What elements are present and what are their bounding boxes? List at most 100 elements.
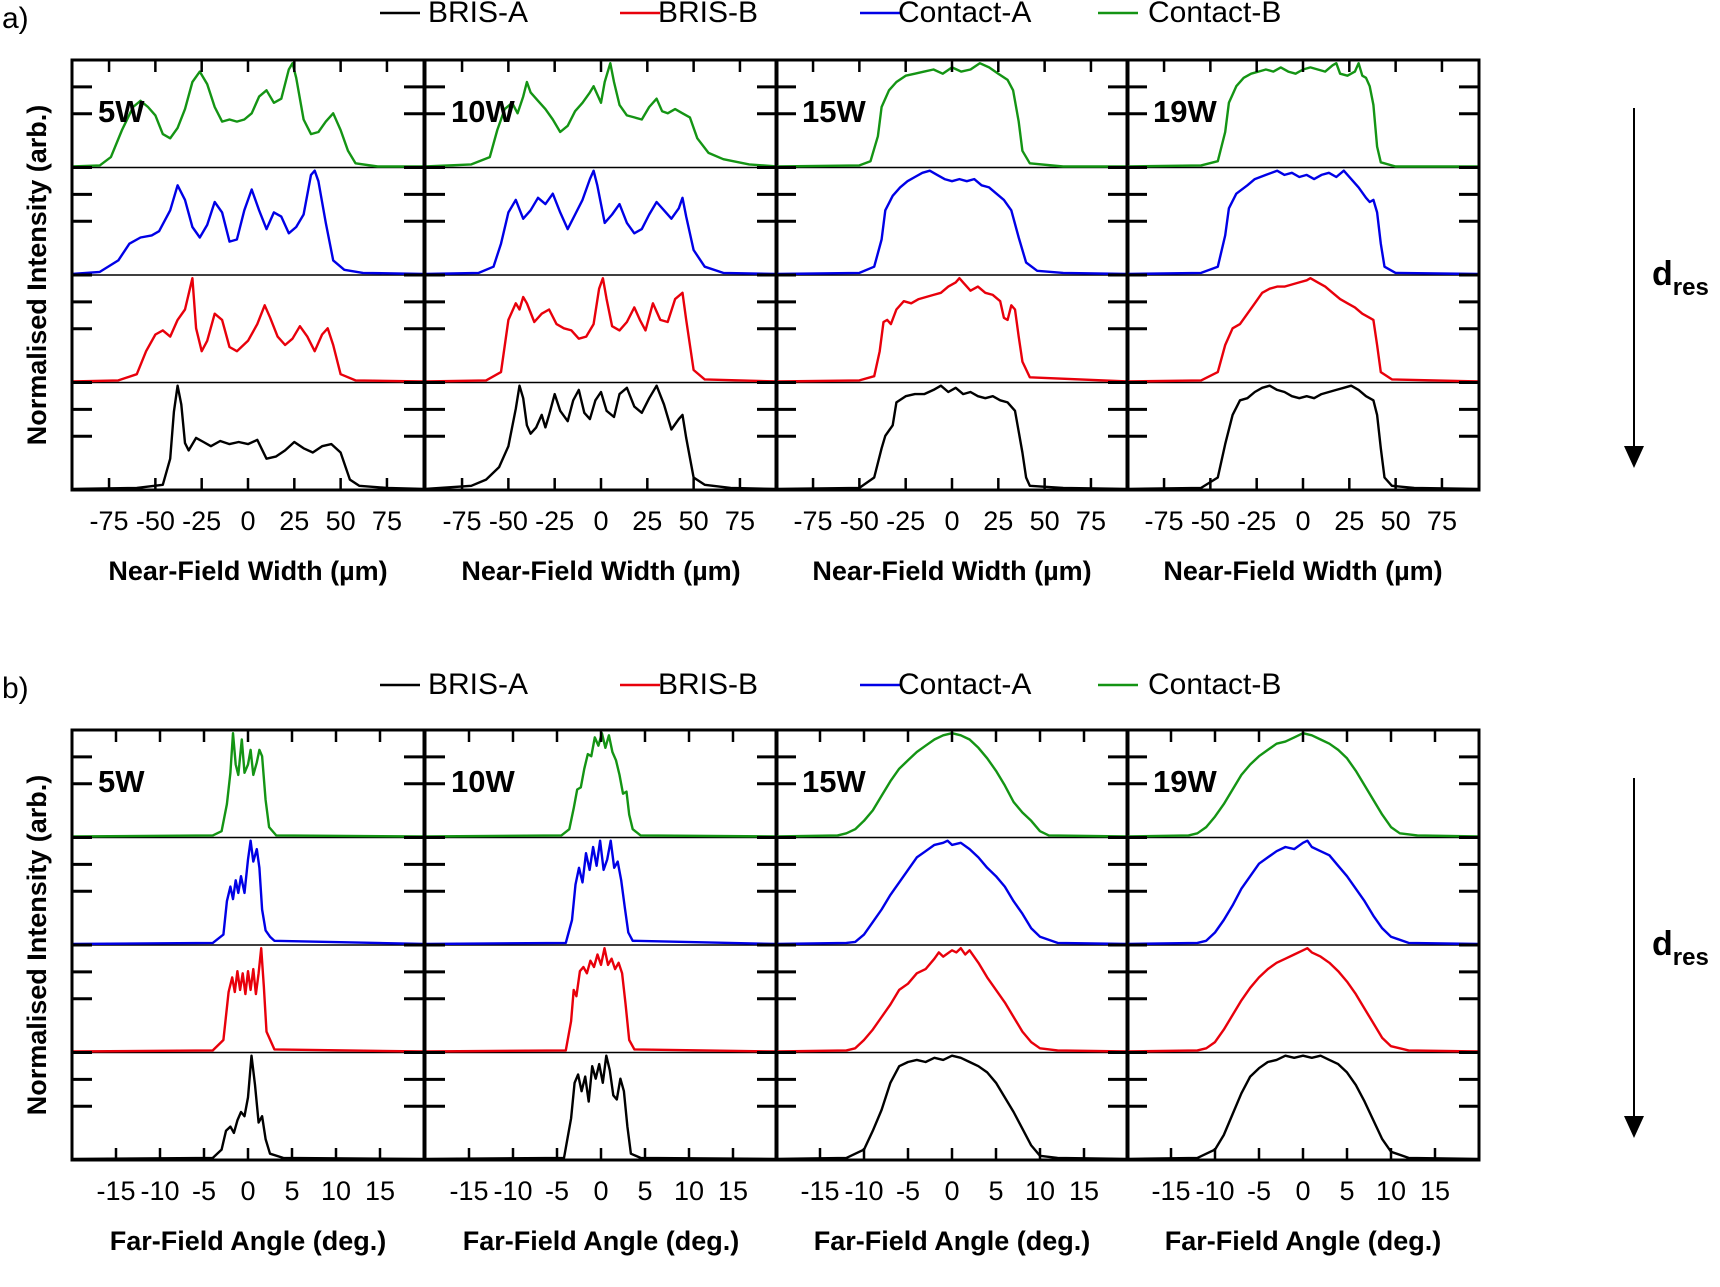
x-tick-label: -25 bbox=[1237, 506, 1276, 536]
y-axis-label: Normalised Intensity (arb.) bbox=[22, 775, 52, 1116]
dres-label-sub: res bbox=[1673, 274, 1709, 301]
trace-contact-b bbox=[424, 62, 778, 168]
x-tick-label: 5 bbox=[284, 1176, 299, 1206]
dres-arrow-head bbox=[1624, 446, 1644, 468]
power-label: 19W bbox=[1153, 764, 1217, 799]
x-tick-label: 50 bbox=[679, 506, 709, 536]
x-tick-label: -75 bbox=[794, 506, 833, 536]
x-tick-label: 25 bbox=[1334, 506, 1364, 536]
trace-contact-a bbox=[71, 169, 425, 276]
x-tick-label: -50 bbox=[840, 506, 879, 536]
x-tick-label: -10 bbox=[493, 1176, 532, 1206]
x-tick-label: -15 bbox=[1151, 1176, 1190, 1206]
trace-contact-b bbox=[775, 732, 1129, 838]
legend-label-contact-b: Contact-B bbox=[1148, 0, 1281, 29]
trace-bris-b bbox=[424, 277, 778, 383]
trace-bris-a bbox=[775, 384, 1129, 491]
x-tick-label: 10 bbox=[1025, 1176, 1055, 1206]
power-label: 15W bbox=[802, 94, 866, 129]
subplot-5w: -15 -10 -5 0 5 10 15 5W Far-Field Angle (deg.) bbox=[70, 728, 426, 1256]
trace-bris-a bbox=[775, 1054, 1129, 1161]
subplot-10w: -15 -10 -5 0 5 10 15 10W Far-Field Angle (deg.) bbox=[423, 728, 779, 1256]
x-tick-label: 0 bbox=[944, 506, 959, 536]
legend-label-contact-b: Contact-B bbox=[1148, 668, 1281, 701]
dres-label: dres bbox=[1652, 925, 1709, 971]
x-tick-label: 0 bbox=[1295, 1176, 1310, 1206]
trace-bris-b bbox=[424, 947, 778, 1053]
power-label: 10W bbox=[451, 94, 515, 129]
legend: BRIS-A BRIS-B Contact-A Contact-B bbox=[380, 668, 1281, 701]
trace-contact-a bbox=[1126, 839, 1480, 946]
subplot-19w: -15 -10 -5 0 5 10 15 19W Far-Field Angle (deg.) bbox=[1125, 728, 1481, 1256]
dres-label-sub: res bbox=[1673, 944, 1709, 971]
x-axis-label: Far-Field Angle (deg.) bbox=[1165, 1226, 1442, 1256]
trace-bris-a bbox=[1126, 1054, 1480, 1161]
x-tick-label: -25 bbox=[535, 506, 574, 536]
power-label: 5W bbox=[98, 94, 145, 129]
panel-label: a) bbox=[2, 2, 29, 35]
legend-label-bris-a: BRIS-A bbox=[428, 0, 528, 29]
x-tick-label: -15 bbox=[449, 1176, 488, 1206]
x-tick-label: 0 bbox=[1295, 506, 1310, 536]
panel-label: b) bbox=[2, 672, 29, 705]
x-axis-label: Far-Field Angle (deg.) bbox=[110, 1226, 387, 1256]
trace-contact-a bbox=[775, 169, 1129, 276]
trace-bris-b bbox=[775, 277, 1129, 383]
x-tick-label: 50 bbox=[326, 506, 356, 536]
x-tick-label: 25 bbox=[279, 506, 309, 536]
dres-arrow-head bbox=[1624, 1116, 1644, 1138]
trace-contact-a bbox=[71, 839, 425, 946]
x-tick-label: 10 bbox=[321, 1176, 351, 1206]
x-axis-label: Near-Field Width (µm) bbox=[1163, 556, 1442, 586]
x-tick-label: -75 bbox=[90, 506, 129, 536]
y-axis-label: Normalised Intensity (arb.) bbox=[22, 105, 52, 446]
x-tick-label: -10 bbox=[1195, 1176, 1234, 1206]
trace-bris-b bbox=[1126, 277, 1480, 383]
panel-b: b) BRIS-A BRIS-B Contact-A Contact-B Normalis… bbox=[2, 668, 1709, 1256]
trace-bris-b bbox=[71, 277, 425, 383]
x-tick-label: -5 bbox=[1247, 1176, 1271, 1206]
x-tick-label: 75 bbox=[1076, 506, 1106, 536]
legend: BRIS-A BRIS-B Contact-A Contact-B bbox=[380, 0, 1281, 29]
dres-label-main: d bbox=[1652, 255, 1673, 293]
x-axis-label: Near-Field Width (µm) bbox=[461, 556, 740, 586]
trace-bris-b bbox=[71, 947, 425, 1053]
x-tick-label: 75 bbox=[725, 506, 755, 536]
x-axis-label: Far-Field Angle (deg.) bbox=[463, 1226, 740, 1256]
panel-a: a) BRIS-A BRIS-B Contact-A Contact-B Normalis… bbox=[2, 0, 1709, 586]
x-axis-label: Near-Field Width (µm) bbox=[108, 556, 387, 586]
x-tick-label: 10 bbox=[674, 1176, 704, 1206]
dres-label-main: d bbox=[1652, 925, 1673, 963]
x-tick-label: -75 bbox=[443, 506, 482, 536]
power-label: 10W bbox=[451, 764, 515, 799]
trace-contact-b bbox=[71, 732, 425, 838]
x-tick-label: 10 bbox=[1376, 1176, 1406, 1206]
x-tick-label: -75 bbox=[1145, 506, 1184, 536]
trace-bris-a bbox=[71, 384, 425, 491]
subplot-5w: -75 -50 -25 0 25 50 75 5W Near-Field Width (µm) bbox=[70, 58, 426, 586]
x-axis-label: Far-Field Angle (deg.) bbox=[814, 1226, 1091, 1256]
x-tick-label: -25 bbox=[886, 506, 925, 536]
x-tick-label: 0 bbox=[240, 506, 255, 536]
x-tick-label: 15 bbox=[1069, 1176, 1099, 1206]
subplot-10w: -75 -50 -25 0 25 50 75 10W Near-Field Width (µm) bbox=[423, 58, 779, 586]
x-tick-label: -15 bbox=[96, 1176, 135, 1206]
trace-bris-a bbox=[71, 1054, 425, 1161]
x-tick-label: -15 bbox=[800, 1176, 839, 1206]
x-tick-label: 50 bbox=[1030, 506, 1060, 536]
x-tick-label: -5 bbox=[545, 1176, 569, 1206]
legend-label-contact-a: Contact-A bbox=[898, 668, 1031, 701]
subplot-15w: -15 -10 -5 0 5 10 15 15W Far-Field Angle (deg.) bbox=[774, 728, 1130, 1256]
legend-label-bris-b: BRIS-B bbox=[658, 668, 758, 701]
x-tick-label: 15 bbox=[718, 1176, 748, 1206]
trace-bris-b bbox=[1126, 947, 1480, 1053]
trace-contact-a bbox=[424, 839, 778, 946]
trace-contact-a bbox=[424, 169, 778, 276]
legend-label-bris-a: BRIS-A bbox=[428, 668, 528, 701]
x-tick-label: 25 bbox=[983, 506, 1013, 536]
power-label: 5W bbox=[98, 764, 145, 799]
x-tick-label: 0 bbox=[944, 1176, 959, 1206]
x-axis-label: Near-Field Width (µm) bbox=[812, 556, 1091, 586]
trace-bris-a bbox=[1126, 384, 1480, 491]
